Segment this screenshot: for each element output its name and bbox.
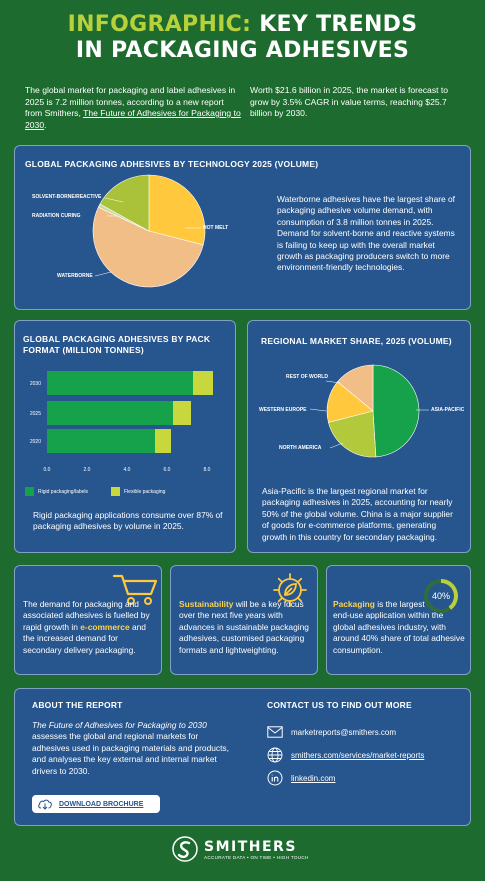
pie-slice-rest-of-world <box>337 364 374 412</box>
smithers-logo: SMITHERS ACCURATE DATA • ON TIME • HIGH … <box>172 836 309 862</box>
about-report-title: The Future of Adhesives for Packaging to… <box>32 720 207 730</box>
packaging-box: 40% Packaging is the largest end-use app… <box>326 565 471 675</box>
bar-rigid-2030 <box>47 371 193 395</box>
shopping-cart-icon <box>112 574 158 605</box>
leader-solvent <box>104 197 124 203</box>
percent-badge: 40% <box>431 591 450 601</box>
packaging-highlight: Packaging <box>333 599 375 609</box>
pack-format-card: GLOBAL PACKAGING ADHESIVES BY PACK FORMA… <box>14 320 236 553</box>
about-title: ABOUT THE REPORT <box>32 700 123 710</box>
label-waterborne: WATERBORNE <box>57 273 93 279</box>
brand-name: SMITHERS <box>204 838 297 855</box>
sustainability-box: Sustainability will be a key focus over … <box>170 565 318 675</box>
technology-card: GLOBAL PACKAGING ADHESIVES BY TECHNOLOGY… <box>14 145 471 310</box>
cloud-download-icon <box>38 799 52 810</box>
x-tick-label: 4.0 <box>124 467 131 473</box>
intro-left: The global market for packaging and labe… <box>25 85 241 130</box>
label-row: REST OF WORLD <box>286 374 328 380</box>
pie-slice-north-america <box>328 410 377 458</box>
report-link[interactable]: The Future of Adhesives for Packaging to… <box>25 108 241 130</box>
globe-icon <box>267 747 283 763</box>
label-hotmelt: HOT MELT <box>203 225 229 231</box>
technology-card-text: Waterborne adhesives have the largest sh… <box>277 194 455 273</box>
technology-pie-chart <box>92 174 206 288</box>
pie-slice-solvent-borne-reactive <box>99 174 150 232</box>
contact-title: CONTACT US TO FIND OUT MORE <box>267 700 412 710</box>
email-icon <box>267 726 283 738</box>
bar-flexible-2030 <box>193 371 213 395</box>
label-apac: ASIA-PACIFIC <box>431 407 465 413</box>
technology-card-title: GLOBAL PACKAGING ADHESIVES BY TECHNOLOGY… <box>25 159 319 169</box>
title-accent: INFOGRAPHIC: <box>67 12 252 37</box>
ecommerce-box: The demand for packaging and associated … <box>14 565 162 675</box>
label-solvent: SOLVENT-BORNE/REACTIVE <box>32 194 102 200</box>
x-tick-label: 6.0 <box>164 467 171 473</box>
bar-flexible-2020 <box>155 429 171 453</box>
bar-category-label: 2020 <box>30 439 41 445</box>
pack-bar-chart: 2030 2025 2020 0.0 2.0 4.0 6.0 8.0 <box>30 371 213 473</box>
pack-card-title: GLOBAL PACKAGING ADHESIVES BY PACK FORMA… <box>23 334 211 355</box>
label-na: NORTH AMERICA <box>279 445 322 451</box>
label-we: WESTERN EUROPE <box>259 407 307 413</box>
about-text: The Future of Adhesives for Packaging to… <box>32 720 229 776</box>
linkedin-icon <box>267 770 283 786</box>
title-line2: IN PACKAGING ADHESIVES <box>75 38 410 63</box>
leader-na <box>329 442 344 449</box>
bar-category-label: 2025 <box>30 411 41 417</box>
pie-slice-asia-pacific <box>372 364 420 458</box>
smithers-logo-icon <box>172 836 198 862</box>
pack-card-text: Rigid packaging applications consume ove… <box>33 510 223 532</box>
bar-rigid-2025 <box>47 401 173 425</box>
bar-category-label: 2030 <box>30 381 41 387</box>
x-tick-label: 0.0 <box>44 467 51 473</box>
bar-rigid-2020 <box>47 429 155 453</box>
page-title: INFOGRAPHIC: KEY TRENDS IN PACKAGING ADH… <box>0 12 485 64</box>
pie-slice-hot-melt <box>148 174 206 246</box>
regional-pie-chart <box>309 364 429 458</box>
sustainability-highlight: Sustainability <box>179 599 234 609</box>
label-radiation: RADIATION CURING <box>32 213 81 219</box>
download-brochure-button[interactable]: DOWNLOAD BROCHURE <box>32 795 160 813</box>
regional-card: REGIONAL MARKET SHARE, 2025 (VOLUME) RES… <box>247 320 471 553</box>
brand-tagline: ACCURATE DATA • ON TIME • HIGH TOUCH <box>204 854 309 860</box>
x-tick-label: 8.0 <box>204 467 211 473</box>
legend-rigid-swatch <box>25 487 34 496</box>
leader-row <box>325 380 341 384</box>
ecommerce-text: The demand for packaging and associated … <box>23 599 150 655</box>
pie-slice-waterborne <box>92 206 204 288</box>
regional-card-text: Asia-Pacific is the largest regional mar… <box>262 486 453 542</box>
percent-ring-icon <box>424 579 458 613</box>
bar-flexible-2025 <box>173 401 191 425</box>
packaging-text: Packaging is the largest end-use applica… <box>333 599 465 655</box>
leader-we <box>309 408 327 412</box>
contact-website[interactable]: smithers.com/services/market-reports <box>267 747 424 763</box>
legend-flexible: Flexible packaging <box>111 487 165 496</box>
x-tick-label: 2.0 <box>84 467 91 473</box>
title-rest: KEY TRENDS <box>259 12 418 37</box>
leader-waterborne <box>94 271 112 277</box>
ecommerce-highlight: e-commerce <box>80 621 130 632</box>
contact-linkedin[interactable]: linkedin.com <box>267 770 335 786</box>
about-contact-panel: ABOUT THE REPORT The Future of Adhesives… <box>14 688 471 826</box>
sustainability-text: Sustainability will be a key focus over … <box>179 599 309 655</box>
regional-card-title: REGIONAL MARKET SHARE, 2025 (VOLUME) <box>261 336 452 346</box>
intro-right: Worth $21.6 billion in 2025, the market … <box>250 85 449 118</box>
legend-rigid: Rigid packaging/labels <box>25 487 88 496</box>
gear-leaf-icon <box>273 573 307 607</box>
contact-email[interactable]: marketreports@smithers.com <box>267 726 396 738</box>
legend-flexible-swatch <box>111 487 120 496</box>
